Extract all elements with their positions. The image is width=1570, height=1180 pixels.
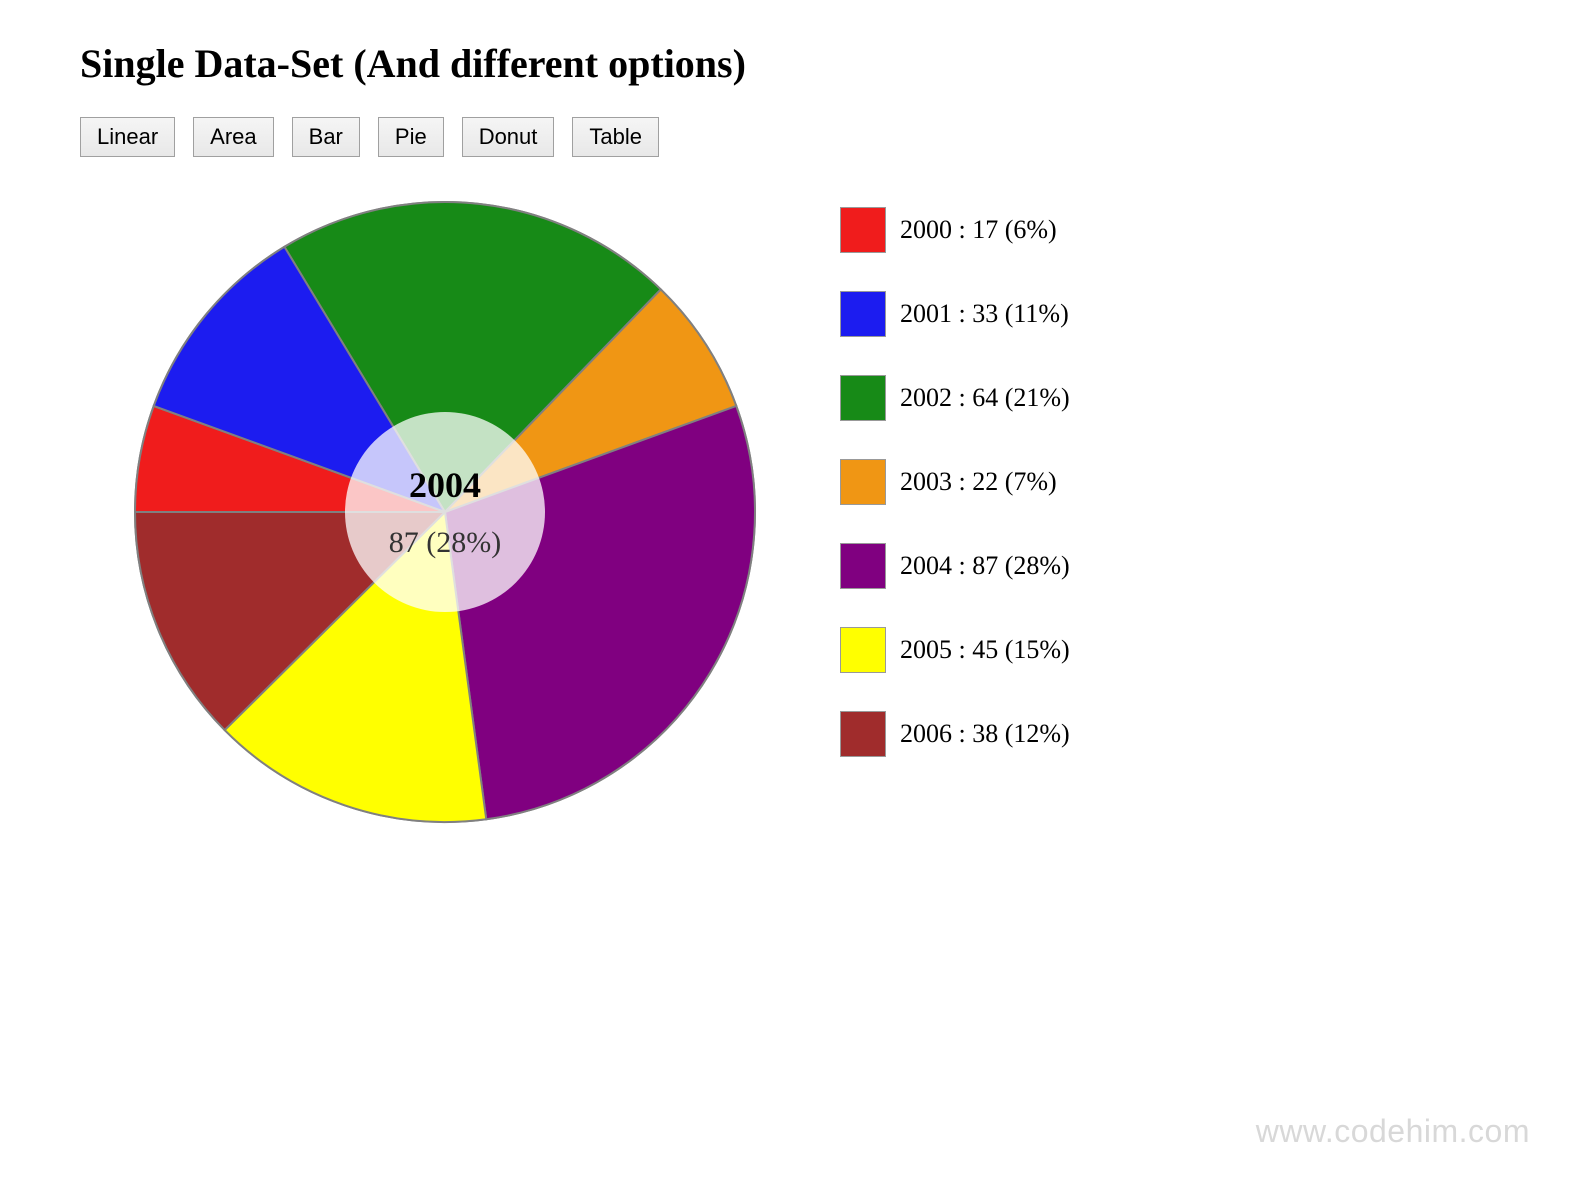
legend-swatch: [840, 627, 886, 673]
legend-swatch: [840, 459, 886, 505]
legend-label: 2000 : 17 (6%): [900, 215, 1057, 245]
bar-button[interactable]: Bar: [292, 117, 360, 157]
watermark: www.codehim.com: [1256, 1113, 1530, 1150]
legend-label: 2003 : 22 (7%): [900, 467, 1057, 497]
legend-swatch: [840, 543, 886, 589]
legend-label: 2004 : 87 (28%): [900, 551, 1070, 581]
legend-swatch: [840, 291, 886, 337]
legend-swatch: [840, 207, 886, 253]
legend-label: 2006 : 38 (12%): [900, 719, 1070, 749]
legend-swatch: [840, 375, 886, 421]
legend-item[interactable]: 2001 : 33 (11%): [840, 291, 1070, 337]
legend: 2000 : 17 (6%) 2001 : 33 (11%) 2002 : 64 (…: [840, 207, 1070, 757]
legend-item[interactable]: 2000 : 17 (6%): [840, 207, 1070, 253]
legend-label: 2001 : 33 (11%): [900, 299, 1069, 329]
linear-button[interactable]: Linear: [80, 117, 175, 157]
legend-label: 2005 : 45 (15%): [900, 635, 1070, 665]
donut-button[interactable]: Donut: [462, 117, 555, 157]
pie-chart: 2004 87 (28%): [130, 197, 760, 827]
legend-item[interactable]: 2005 : 45 (15%): [840, 627, 1070, 673]
chart-type-buttons: Linear Area Bar Pie Donut Table: [80, 117, 1490, 157]
legend-swatch: [840, 711, 886, 757]
area-button[interactable]: Area: [193, 117, 273, 157]
page-title: Single Data-Set (And different options): [80, 40, 1490, 87]
table-button[interactable]: Table: [572, 117, 659, 157]
legend-item[interactable]: 2003 : 22 (7%): [840, 459, 1070, 505]
legend-item[interactable]: 2006 : 38 (12%): [840, 711, 1070, 757]
pie-button[interactable]: Pie: [378, 117, 444, 157]
pie-svg: [130, 197, 760, 827]
legend-item[interactable]: 2002 : 64 (21%): [840, 375, 1070, 421]
legend-item[interactable]: 2004 : 87 (28%): [840, 543, 1070, 589]
legend-label: 2002 : 64 (21%): [900, 383, 1070, 413]
